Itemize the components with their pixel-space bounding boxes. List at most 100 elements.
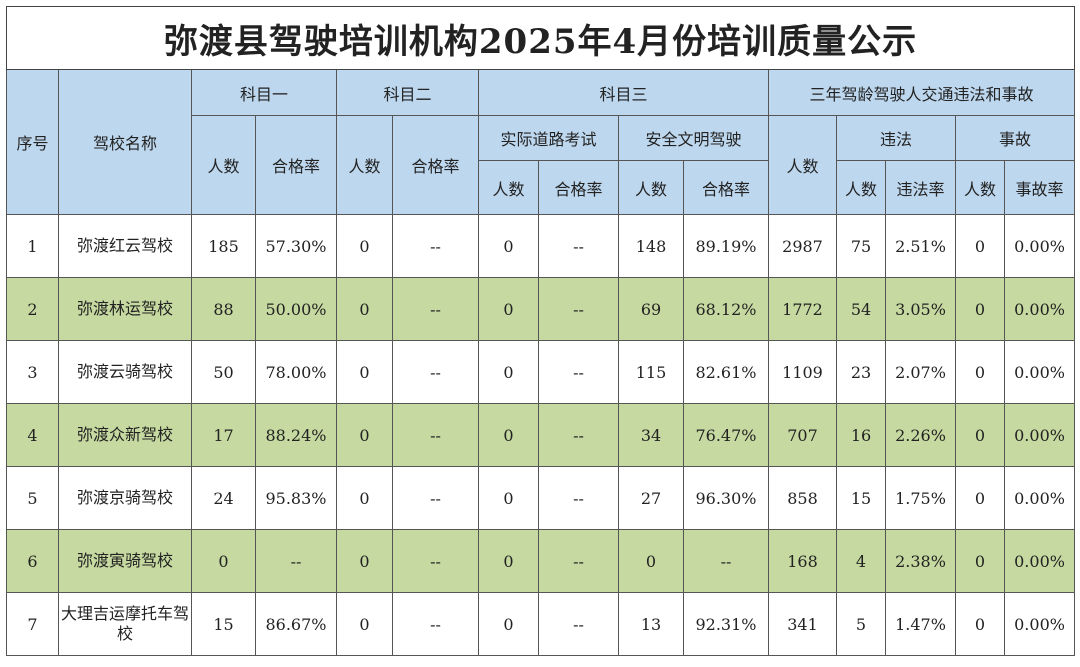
header-violation-rate: 违法率 [885, 160, 956, 215]
cell-subject2-count: 0 [336, 340, 393, 404]
cell-subject1-pass-rate: 57.30% [255, 214, 337, 278]
cell-school-name: 弥渡京骑驾校 [58, 466, 192, 530]
cell-accident-count: 0 [955, 529, 1005, 593]
cell-accident-rate: 0.00% [1003, 529, 1076, 593]
cell-violation-rate: 2.51% [885, 214, 956, 278]
cell-subject2-count: 0 [336, 466, 393, 530]
cell-safe-driving-pass-rate: 82.61% [683, 340, 769, 404]
cell-violation-count: 15 [836, 466, 886, 530]
cell-safe-driving-count: 115 [618, 340, 684, 404]
header-road-exam-count: 人数 [478, 160, 539, 215]
table-row: 6 弥渡寅骑驾校 0 -- 0 -- 0 -- 0 -- 168 4 2.38% 0 0.00% [6, 529, 1076, 593]
cell-subject2-pass-rate: -- [392, 529, 479, 593]
header-subject1-pass-rate: 合格率 [255, 115, 337, 215]
cell-accident-rate: 0.00% [1003, 403, 1076, 467]
cell-subject1-pass-rate: 86.67% [255, 592, 337, 656]
cell-index: 1 [6, 214, 59, 278]
cell-safe-driving-count: 13 [618, 592, 684, 656]
cell-subject2-pass-rate: -- [392, 403, 479, 467]
header-safe-driving-count: 人数 [618, 160, 684, 215]
cell-subject1-pass-rate: 78.00% [255, 340, 337, 404]
header-subject1: 科目一 [191, 69, 337, 116]
cell-violation-rate: 3.05% [885, 277, 956, 341]
cell-road-exam-pass-rate: -- [538, 214, 619, 278]
cell-violation-rate: 2.26% [885, 403, 956, 467]
cell-violation-rate: 1.47% [885, 592, 956, 656]
cell-subject1-pass-rate: 95.83% [255, 466, 337, 530]
cell-subject1-pass-rate: 88.24% [255, 403, 337, 467]
table-row: 7 大理吉运摩托车驾校 15 86.67% 0 -- 0 -- 13 92.31% 341 5 1.47… [6, 592, 1076, 656]
cell-school-name: 弥渡众新驾校 [58, 403, 192, 467]
cell-accident-count: 0 [955, 592, 1005, 656]
cell-accident-rate: 0.00% [1003, 340, 1076, 404]
cell-school-name: 大理吉运摩托车驾校 [58, 592, 192, 656]
cell-three-year-count: 1109 [768, 340, 837, 404]
cell-accident-count: 0 [955, 214, 1005, 278]
header-road-exam-pass-rate: 合格率 [538, 160, 619, 215]
cell-violation-rate: 2.38% [885, 529, 956, 593]
header-safe-driving: 安全文明驾驶 [618, 115, 769, 161]
cell-safe-driving-count: 69 [618, 277, 684, 341]
cell-violation-count: 75 [836, 214, 886, 278]
cell-subject1-count: 0 [191, 529, 256, 593]
cell-subject1-count: 50 [191, 340, 256, 404]
cell-three-year-count: 707 [768, 403, 837, 467]
cell-school-name: 弥渡云骑驾校 [58, 340, 192, 404]
cell-subject2-count: 0 [336, 403, 393, 467]
cell-accident-count: 0 [955, 340, 1005, 404]
table-row: 4 弥渡众新驾校 17 88.24% 0 -- 0 -- 34 76.47% 707 16 2.26% 0… [6, 403, 1076, 467]
cell-index: 7 [6, 592, 59, 656]
cell-violation-count: 4 [836, 529, 886, 593]
cell-safe-driving-count: 148 [618, 214, 684, 278]
cell-violation-rate: 1.75% [885, 466, 956, 530]
header-accident-rate: 事故率 [1003, 160, 1076, 215]
cell-accident-rate: 0.00% [1003, 466, 1076, 530]
cell-road-exam-pass-rate: -- [538, 592, 619, 656]
cell-road-exam-count: 0 [478, 214, 539, 278]
header-accident: 事故 [954, 115, 1076, 161]
header-subject3: 科目三 [478, 69, 769, 116]
cell-three-year-count: 168 [768, 529, 837, 593]
cell-subject2-count: 0 [336, 214, 393, 278]
cell-subject2-pass-rate: -- [392, 277, 479, 341]
cell-index: 5 [6, 466, 59, 530]
cell-violation-count: 16 [836, 403, 886, 467]
cell-index: 4 [6, 403, 59, 467]
cell-subject2-count: 0 [336, 277, 393, 341]
header-violation: 违法 [836, 115, 956, 161]
cell-subject2-pass-rate: -- [392, 592, 479, 656]
header-three-year: 三年驾龄驾驶人交通违法和事故 [767, 69, 1076, 116]
cell-accident-count: 0 [955, 277, 1005, 341]
cell-safe-driving-count: 0 [618, 529, 684, 593]
cell-safe-driving-pass-rate: 92.31% [683, 592, 769, 656]
cell-school-name: 弥渡寅骑驾校 [58, 529, 192, 593]
cell-safe-driving-pass-rate: -- [683, 529, 769, 593]
cell-road-exam-count: 0 [478, 403, 539, 467]
cell-road-exam-pass-rate: -- [538, 403, 619, 467]
cell-three-year-count: 858 [768, 466, 837, 530]
cell-safe-driving-pass-rate: 89.19% [683, 214, 769, 278]
header-violation-count: 人数 [836, 160, 886, 215]
cell-road-exam-pass-rate: -- [538, 277, 619, 341]
cell-road-exam-count: 0 [478, 466, 539, 530]
cell-school-name: 弥渡林运驾校 [58, 277, 192, 341]
cell-accident-rate: 0.00% [1003, 277, 1076, 341]
cell-accident-count: 0 [955, 403, 1005, 467]
cell-road-exam-count: 0 [478, 592, 539, 656]
report-frame: 弥渡县驾驶培训机构2025年4月份培训质量公示 序号 驾校名称 科目一 科目二 … [5, 6, 1076, 660]
cell-index: 3 [6, 340, 59, 404]
cell-safe-driving-count: 27 [618, 466, 684, 530]
cell-subject2-count: 0 [336, 592, 393, 656]
header-subject2-count: 人数 [336, 115, 393, 215]
header-safe-driving-pass-rate: 合格率 [683, 160, 769, 215]
table-row: 3 弥渡云骑驾校 50 78.00% 0 -- 0 -- 115 82.61% 1109 23 2.07… [6, 340, 1076, 404]
cell-index: 2 [6, 277, 59, 341]
cell-subject2-pass-rate: -- [392, 214, 479, 278]
cell-school-name: 弥渡红云驾校 [58, 214, 192, 278]
cell-subject1-count: 17 [191, 403, 256, 467]
header-accident-count: 人数 [955, 160, 1005, 215]
cell-three-year-count: 341 [768, 592, 837, 656]
header-subject2-pass-rate: 合格率 [392, 115, 479, 215]
cell-safe-driving-pass-rate: 76.47% [683, 403, 769, 467]
cell-road-exam-count: 0 [478, 529, 539, 593]
